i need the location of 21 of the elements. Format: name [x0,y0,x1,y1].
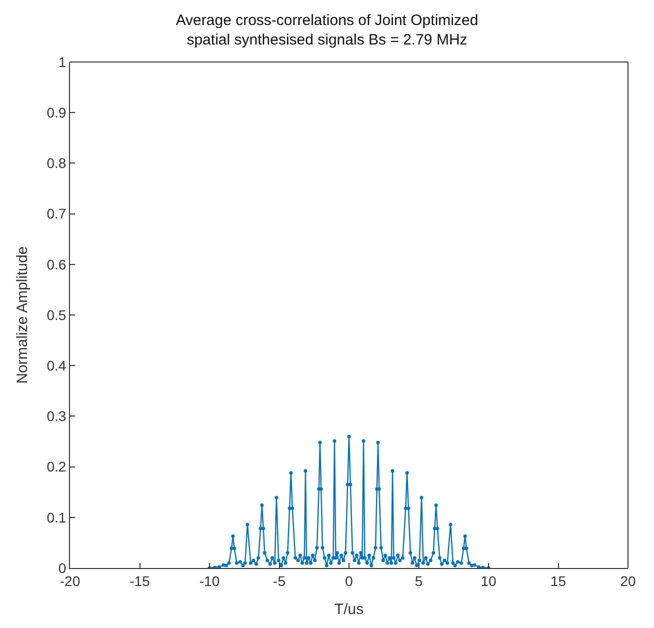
y-tick-label: 0.5 [46,306,66,323]
x-tick-label: -10 [199,572,220,589]
x-tick-label: 5 [414,572,423,589]
y-tick-label: 0.6 [46,256,66,272]
x-tick-label: -15 [130,572,150,589]
x-tick-label: 20 [620,572,636,589]
y-tick-label: 0.4 [46,358,66,374]
y-tick-label: 0.3 [46,408,66,424]
x-axis-title: T/us [334,600,364,618]
y-tick-label: 1 [58,54,66,70]
chart-title: Average cross-correlations of Joint Optimized spatial synthesised signals Bs = 2.79 MHz [176,12,478,49]
y-tick-label: 0.9 [46,104,66,120]
y-tick-label: 0.2 [46,458,66,475]
y-tick-label: 0.1 [46,509,66,526]
y-axis-title: Normalize Amplitude [14,246,31,384]
x-tick-label: 15 [550,572,566,589]
x-tick-label: 0 [345,572,354,589]
x-tick-label: 10 [480,572,496,589]
y-tick-label: 0.7 [46,206,66,222]
x-tick-label: -5 [273,572,286,589]
y-tick-label: 0.8 [46,155,66,172]
